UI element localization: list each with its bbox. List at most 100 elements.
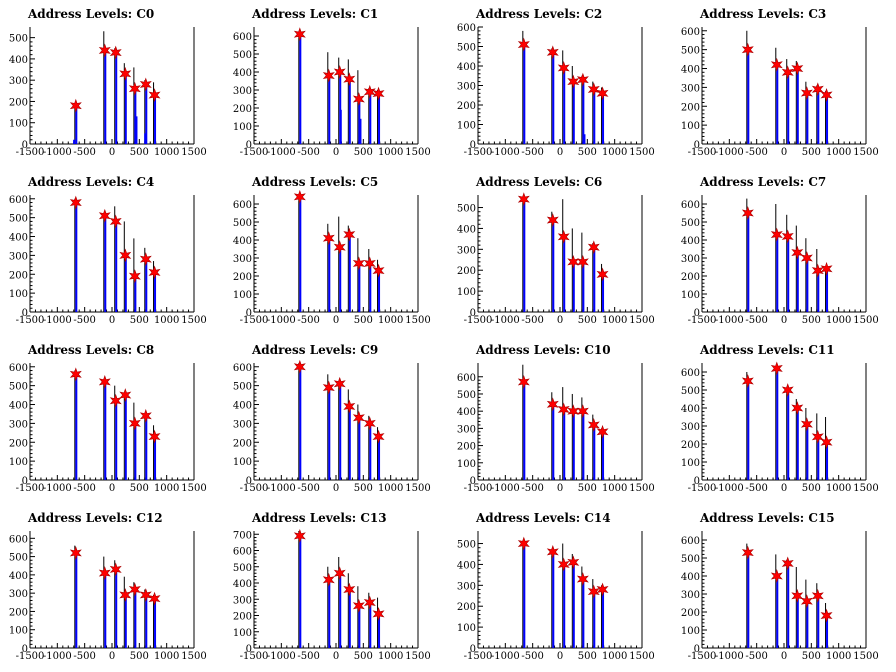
y-tick-label: 500	[9, 382, 28, 393]
bar-secondary	[522, 199, 524, 312]
bar-secondary	[347, 59, 349, 144]
bars	[74, 370, 157, 480]
y-tick-label: 500	[681, 386, 700, 397]
y-tick-label: 400	[457, 224, 476, 235]
x-tick-label: -500	[297, 483, 319, 494]
x-tick-label: 1500	[181, 483, 206, 494]
star-icon	[517, 192, 530, 207]
y-tick-label: 400	[9, 233, 28, 244]
bar-primary	[593, 89, 596, 144]
y-tick-label: 300	[681, 590, 700, 601]
star-icon	[333, 566, 346, 581]
y-tick-label: 0	[246, 644, 252, 655]
star-icon	[557, 402, 570, 417]
x-tick-label: -1500	[240, 651, 269, 662]
markers	[517, 192, 609, 282]
bar-primary	[145, 84, 148, 144]
star-icon	[811, 429, 824, 444]
bar-secondary	[551, 48, 553, 145]
y-tick-label: 100	[457, 459, 476, 470]
bar-primary	[124, 73, 127, 144]
bar-primary	[523, 44, 526, 144]
star-icon	[69, 367, 82, 382]
bar-secondary	[377, 259, 379, 312]
bar-secondary	[786, 59, 788, 145]
bar-secondary	[298, 32, 300, 144]
x-tick-label: 0	[333, 651, 339, 662]
y-tick-label: 500	[681, 218, 700, 229]
star-icon	[741, 374, 754, 388]
chart-title: Address Levels: C5	[251, 175, 378, 189]
star-icon	[148, 265, 161, 280]
star-icon	[811, 588, 824, 603]
star-icon	[139, 252, 152, 267]
star-icon	[293, 189, 306, 204]
chart-panel: Address Levels: C4 0 100 200 300 400 500 600 -15…	[0, 168, 224, 336]
bar-secondary	[74, 370, 76, 480]
bar-secondary	[74, 198, 76, 312]
chart-svg: Address Levels: C1 0 100 200 300 400 500 600 -15…	[233, 7, 431, 158]
star-icon	[800, 594, 813, 609]
y-tick-label: 300	[457, 424, 476, 435]
markers	[517, 37, 609, 101]
star-icon	[69, 546, 82, 560]
x-tick-label: 500	[130, 483, 149, 494]
markers	[293, 528, 385, 621]
markers	[69, 195, 161, 284]
y-tick-label: 500	[457, 540, 476, 551]
star-icon	[567, 555, 580, 570]
bar-primary	[776, 64, 779, 144]
bar-primary	[787, 236, 790, 312]
chart-panel: Address Levels: C2 0 100 200 300 400 500 600 -15…	[448, 0, 672, 168]
star-icon	[517, 375, 530, 389]
x-tick-label: 500	[802, 483, 821, 494]
x-tick-label: 1500	[629, 315, 654, 326]
axes: 0 100 200 300 400 500 600 -1500-1000 -500 0 500 100…	[681, 363, 879, 494]
axes: 0 100 200 300 400 500 600 -1500-1000 -500 0 500 100…	[233, 363, 431, 494]
x-tick-label: 0	[109, 483, 115, 494]
star-icon	[139, 408, 152, 423]
y-tick-label: 400	[457, 62, 476, 73]
bar-primary	[826, 442, 829, 480]
bar-primary	[552, 404, 555, 480]
y-tick-label: 200	[681, 608, 700, 619]
bar-secondary	[775, 554, 777, 648]
bar-secondary	[103, 31, 105, 144]
bar-secondary	[571, 228, 573, 312]
bar-secondary	[581, 232, 583, 312]
bar-primary	[75, 374, 78, 480]
y-tick-label: 200	[457, 101, 476, 112]
axes: 0 100 200 300 400 500 600 -1500-1000 -500 0 500 100…	[233, 195, 431, 326]
axes: 0 100 200 300 400 500 -1500-1000 -500 0 500 1000 15…	[457, 531, 655, 662]
x-tick-label: 0	[557, 315, 563, 326]
bar-secondary	[601, 428, 603, 480]
bar-primary	[348, 589, 351, 648]
star-icon	[770, 569, 783, 583]
bar-primary	[602, 431, 605, 480]
bar-primary	[134, 423, 137, 480]
bars	[298, 32, 381, 145]
star-icon	[352, 92, 365, 106]
bar-primary	[104, 381, 107, 480]
y-tick-label: 500	[681, 46, 700, 57]
markers	[741, 42, 833, 102]
bar-primary	[582, 411, 585, 480]
x-tick-label: -1000	[267, 651, 296, 662]
bar-primary	[552, 220, 555, 312]
bar-primary	[299, 366, 302, 480]
y-tick-label: 200	[457, 442, 476, 453]
bar-secondary	[144, 589, 146, 648]
x-tick-label: 0	[109, 147, 115, 158]
y-tick-label: 100	[233, 122, 252, 133]
star-icon	[576, 404, 589, 419]
bar-primary	[602, 589, 605, 648]
star-icon	[363, 84, 376, 99]
x-tick-label: 500	[130, 147, 149, 158]
axes: 0 100 200 300 400 500 600 -1500-1000 -500 0 500 100…	[681, 27, 879, 158]
chart-svg: Address Levels: C12 0 100 200 300 400 500 600 -1…	[9, 511, 207, 662]
y-tick-label: 0	[470, 140, 476, 151]
bar-primary	[124, 255, 127, 312]
y-tick-label: 300	[9, 76, 28, 87]
chart-panel: Address Levels: C12 0 100 200 300 400 500 600 -1…	[0, 504, 224, 672]
y-tick-label: 200	[457, 266, 476, 277]
